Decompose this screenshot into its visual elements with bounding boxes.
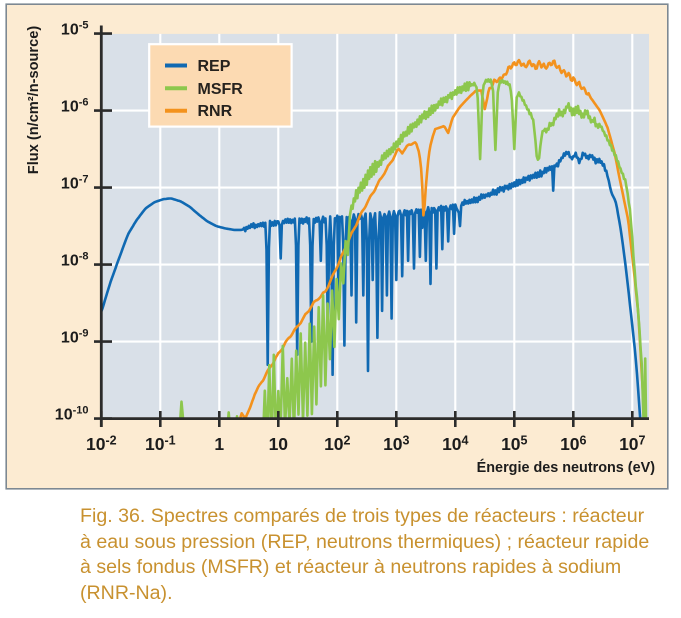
svg-text:Énergie des neutrons (eV): Énergie des neutrons (eV) <box>477 459 656 476</box>
svg-text:1: 1 <box>214 434 224 454</box>
svg-text:REP: REP <box>198 58 231 75</box>
svg-text:MSFR: MSFR <box>198 81 244 98</box>
svg-text:10: 10 <box>269 434 289 454</box>
svg-text:Flux (n/cm²/n-source): Flux (n/cm²/n-source) <box>26 26 42 175</box>
svg-text:RNR: RNR <box>198 103 233 120</box>
